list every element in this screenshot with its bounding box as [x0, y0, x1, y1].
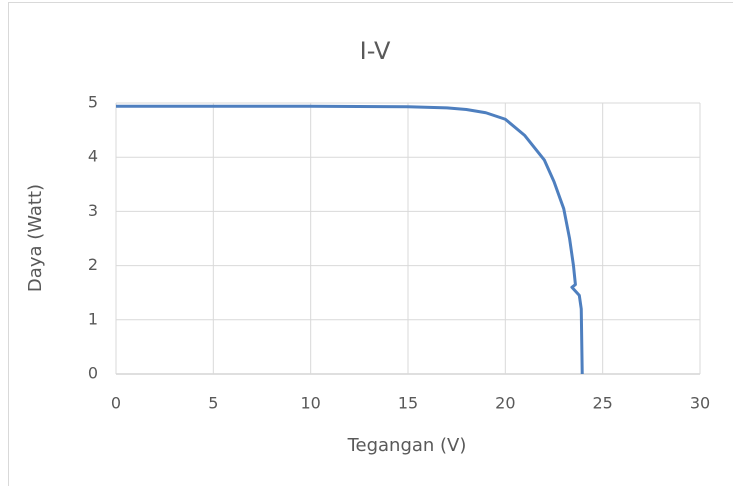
x-tick-label: 10: [300, 394, 320, 413]
x-tick-label: 20: [495, 394, 515, 413]
y-axis-label: Daya (Watt): [25, 184, 46, 292]
y-tick-label: 3: [88, 201, 98, 220]
x-tick-label: 0: [111, 394, 121, 413]
y-tick-label: 0: [88, 364, 98, 383]
data-line: [116, 104, 584, 375]
chart-border: [8, 2, 733, 486]
chart-title: I-V: [360, 37, 391, 65]
y-tick-label: 1: [88, 309, 98, 328]
x-tick-label: 5: [208, 394, 218, 413]
y-tick-label: 2: [88, 255, 98, 274]
x-tick-label: 25: [592, 394, 612, 413]
x-tick-label: 15: [398, 394, 418, 413]
y-tick-label: 4: [88, 147, 98, 166]
y-tick-label: 5: [88, 93, 98, 112]
x-axis-label: Tegangan (V): [347, 435, 467, 456]
x-tick-label: 30: [690, 394, 710, 413]
